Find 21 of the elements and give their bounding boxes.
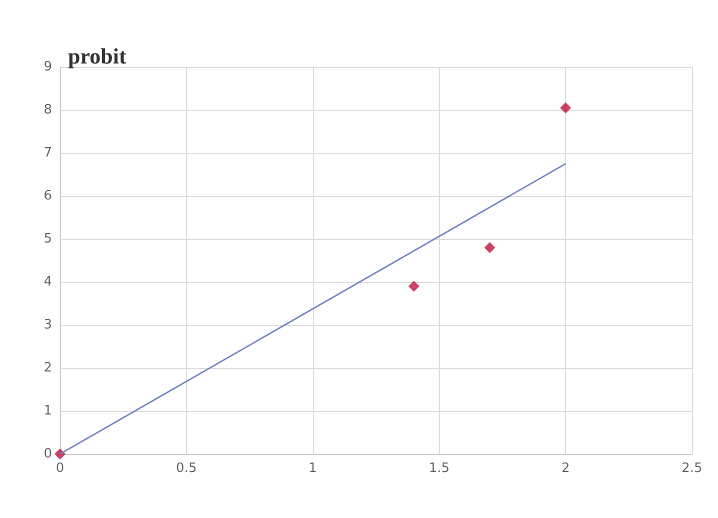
- y-tick-label: 4: [44, 274, 52, 290]
- point: [408, 280, 420, 292]
- y-tick-label: 0: [44, 446, 52, 462]
- y-tick-label: 7: [44, 146, 52, 160]
- y-tick-label: 6: [44, 188, 52, 204]
- point: [560, 102, 572, 114]
- y-axis-title: probit: [68, 44, 127, 68]
- x-tick-label: 1.5: [428, 461, 450, 476]
- x-tick-label: 0.5: [176, 461, 197, 476]
- y-tick-label: 1: [44, 404, 52, 418]
- x-tick-label: 2: [561, 461, 570, 476]
- y-tick-label: 5: [44, 232, 52, 246]
- x-tick-label: 1: [308, 461, 317, 476]
- y-tick-label: 2: [44, 360, 52, 376]
- point: [54, 448, 66, 460]
- x-tick-label: 0: [56, 461, 64, 476]
- y-tick-label: 3: [44, 318, 52, 332]
- y-tick-label: 9: [44, 60, 52, 74]
- point: [484, 242, 496, 254]
- y-tick-label: 8: [44, 102, 52, 118]
- x-tick-label: 2.5: [682, 461, 702, 476]
